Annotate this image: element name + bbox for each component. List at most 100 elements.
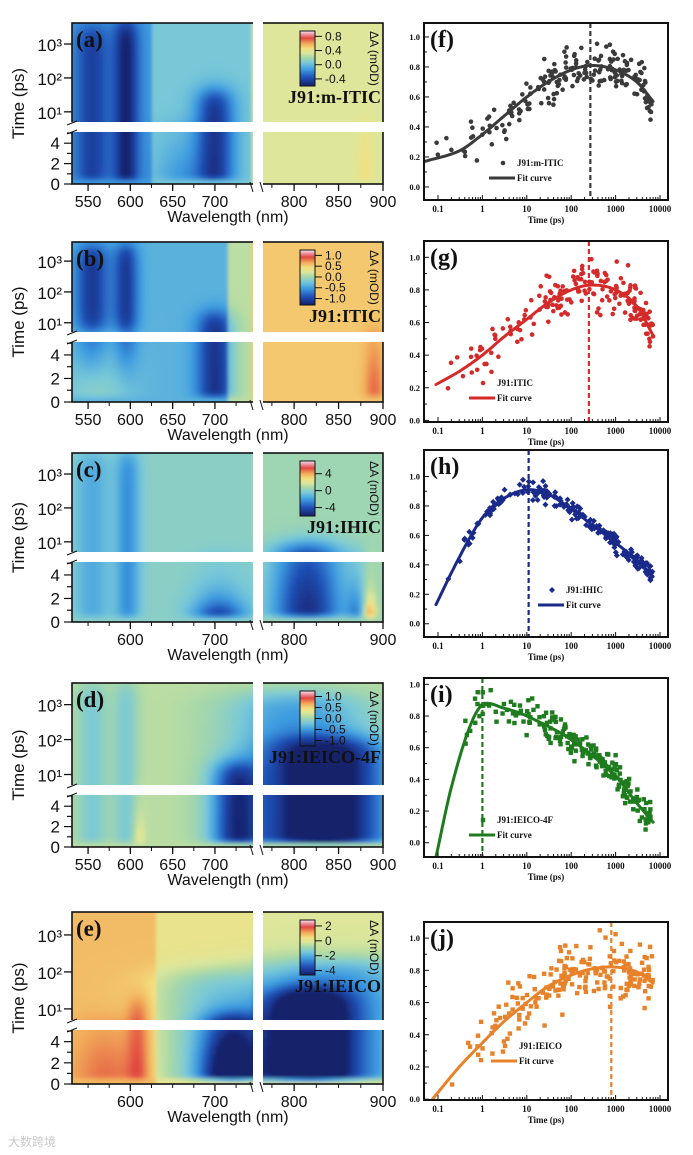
heatmap-cell (120, 51, 125, 56)
heatmap-cell (267, 144, 272, 149)
heatmap-cell (363, 95, 368, 100)
heatmap-cell (307, 107, 312, 112)
heatmap-cell (96, 176, 101, 181)
heatmap-cell (379, 132, 383, 137)
heatmap-cell (128, 306, 133, 311)
heatmap-cell (303, 164, 308, 169)
heatmap-cell (112, 172, 117, 177)
heatmap-cell (88, 164, 93, 169)
heatmap-cell (100, 378, 105, 383)
heatmap-cell (188, 103, 193, 108)
heatmap-cell (271, 43, 276, 48)
heatmap-cell (84, 298, 89, 303)
heatmap-cell (355, 31, 360, 36)
heatmap-cell (319, 136, 324, 141)
heatmap-cell (152, 140, 157, 145)
heatmap-segment (72, 242, 253, 332)
heatmap-cell (184, 27, 189, 32)
heatmap-cell (140, 39, 145, 44)
heatmap-cell (248, 87, 253, 92)
heatmap-cell (339, 63, 344, 68)
heatmap-cell (331, 51, 336, 56)
heatmap-cell (180, 144, 185, 149)
heatmap-cell (200, 250, 205, 255)
heatmap-cell (100, 99, 105, 104)
heatmap-cell (96, 390, 101, 395)
heatmap-cell (339, 31, 344, 36)
heatmap-cell (236, 59, 241, 64)
heatmap-cell (172, 306, 177, 311)
heatmap-cell (335, 136, 340, 141)
heatmap-cell (156, 160, 161, 165)
heatmap-cell (156, 258, 161, 263)
heatmap-cell (108, 168, 113, 173)
heatmap-cell (252, 298, 253, 303)
heatmap-cell (339, 51, 344, 56)
heatmap-cell (379, 43, 383, 48)
heatmap-cell (144, 107, 149, 112)
heatmap-cell (104, 59, 109, 64)
heatmap-cell (200, 152, 205, 157)
heatmap-cell (244, 180, 249, 184)
heatmap-cell (236, 172, 241, 177)
heatmap-cell (331, 144, 336, 149)
heatmap-cell (347, 164, 352, 169)
heatmap-cell (263, 176, 268, 181)
heatmap-cell (244, 99, 249, 104)
heatmap-cell (140, 136, 145, 141)
heatmap-cell (76, 103, 81, 108)
heatmap-cell (160, 164, 165, 169)
heatmap-cell (72, 290, 77, 295)
heatmap-cell (144, 326, 149, 331)
heatmap-cell (244, 75, 249, 80)
heatmap-cell (283, 168, 288, 173)
heatmap-cell (212, 258, 217, 263)
heatmap-cell (104, 51, 109, 56)
heatmap-cell (116, 168, 121, 173)
heatmap-cell (244, 310, 249, 315)
heatmap-cell (72, 27, 77, 32)
heatmap-cell (132, 386, 137, 391)
heatmap-cell (248, 148, 253, 153)
heatmap-cell (216, 132, 221, 137)
heatmap-cell (156, 103, 161, 108)
heatmap-cell (108, 115, 113, 120)
heatmap-cell (271, 87, 276, 92)
heatmap-cell (244, 144, 249, 149)
heatmap-cell (176, 75, 181, 80)
heatmap-cell (164, 306, 169, 311)
heatmap-cell (140, 270, 145, 275)
heatmap-cell (80, 306, 85, 311)
heatmap-cell (343, 95, 348, 100)
heatmap-cell (267, 115, 272, 120)
heatmap-cell (124, 35, 129, 40)
heatmap-cell (160, 180, 165, 184)
heatmap-cell (224, 27, 229, 32)
heatmap-cell (271, 75, 276, 80)
heatmap-cell (120, 115, 125, 120)
heatmap-cell (136, 358, 141, 363)
heatmap-cell (156, 23, 161, 28)
heatmap-cell (164, 136, 169, 141)
heatmap-cell (124, 306, 129, 311)
heatmap-cell (152, 330, 157, 332)
heatmap-cell (148, 326, 153, 331)
heatmap-cell (339, 180, 344, 184)
heatmap-cell (100, 31, 105, 36)
heatmap-cell (72, 346, 77, 351)
heatmap-cell (204, 242, 209, 247)
heatmap-cell (132, 322, 137, 327)
heatmap-cell (323, 132, 328, 137)
heatmap-cell (72, 119, 77, 122)
heatmap-cell (232, 298, 237, 303)
heatmap-cell (279, 152, 284, 157)
heatmap-cell (176, 322, 181, 327)
heatmap-cell (335, 71, 340, 76)
heatmap-cell (359, 132, 364, 137)
heatmap-cell (96, 330, 101, 332)
heatmap-cell (204, 306, 209, 311)
heatmap-cell (100, 286, 105, 291)
heatmap-cells (72, 342, 253, 402)
heatmap-cell (347, 67, 352, 72)
heatmap-cell (160, 306, 165, 311)
